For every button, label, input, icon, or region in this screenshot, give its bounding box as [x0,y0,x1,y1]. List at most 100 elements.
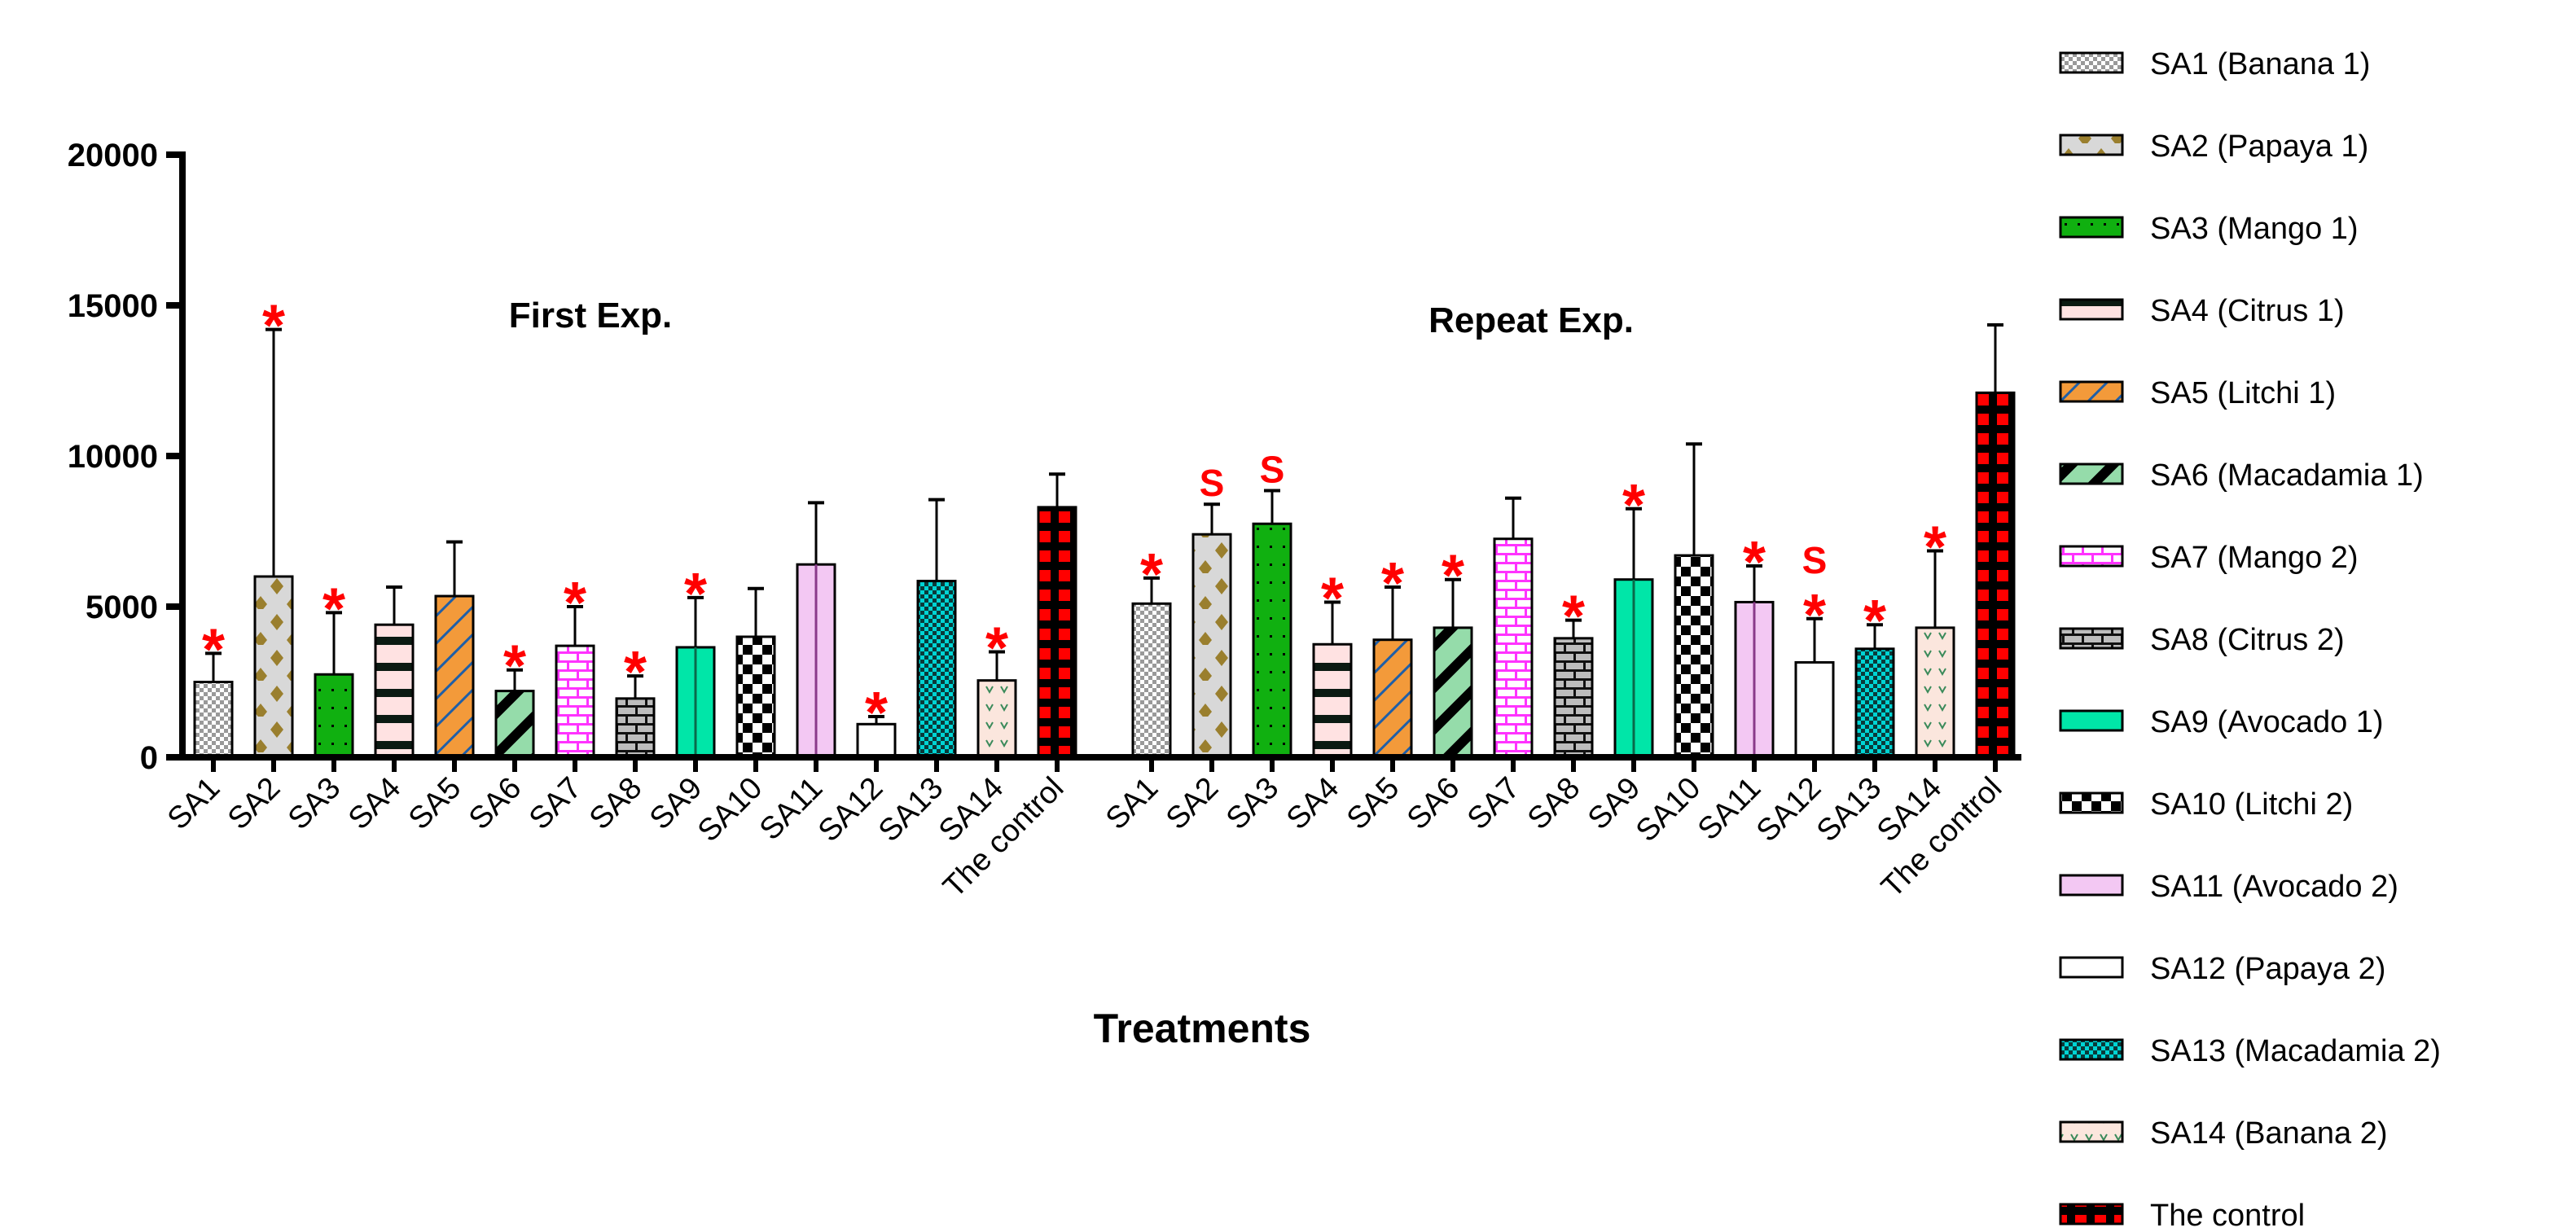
x-tick-label: SA7 [1461,771,1526,836]
legend-item: SA14 (Banana 2) [2059,1116,2388,1151]
legend-swatch [2059,216,2124,239]
legend-item: SA7 (Mango 2) [2059,541,2359,575]
bar-repeat-sa5 [1372,638,1413,759]
x-axis: SA1SA2SA3SA4SA5SA6SA7SA8SA9SA10SA11SA12S… [161,754,2021,905]
x-tick-label: SA12 [1750,771,1828,848]
significance-star: * [1140,542,1163,607]
legend-item: SA12 (Papaya 2) [2059,952,2385,986]
legend-swatch [2059,1120,2124,1143]
legend-item: SA5 (Litchi 1) [2059,376,2336,410]
legend-label: SA4 (Citrus 1) [2150,294,2345,328]
legend-swatch [2059,874,2124,897]
legend-label: SA13 (Macadamia 2) [2150,1034,2441,1068]
significance-s-label: S [1802,539,1828,581]
legend-label: SA5 (Litchi 1) [2150,376,2336,410]
y-tick-label: 10000 [68,439,158,475]
legend: SA1 (Banana 1) SA2 (Papaya 1) SA3 (Mango 1… [2059,47,2441,1232]
x-tick-label: SA1 [161,771,226,836]
legend-item: SA10 (Litchi 2) [2059,787,2353,822]
significance-star: * [564,571,586,636]
bar-repeat-sa4 [1312,642,1353,759]
bars: **********S S* * *****S** [193,294,2016,759]
bar-first-sa5 [434,594,475,759]
legend-swatch [2059,380,2124,403]
legend-swatch [2059,1203,2124,1225]
legend-label: SA1 (Banana 1) [2150,47,2370,81]
x-tick-label: SA1 [1099,771,1165,836]
legend-item: SA9 (Avocado 1) [2059,705,2384,739]
significance-star: * [1381,551,1404,616]
bar-first-sa1 [193,681,234,759]
bar-first-sa6 [494,690,535,759]
significance-star: * [1442,544,1464,609]
bar-first-sa8 [615,697,656,759]
bar-repeat-sa2 [1191,533,1232,759]
significance-star: * [865,681,888,746]
x-tick-label: SA5 [1341,771,1406,836]
legend-label: The control [2150,1199,2305,1232]
legend-label: SA6 (Macadamia 1) [2150,458,2424,493]
legend-swatch [2059,463,2124,485]
bar-repeat-sa13 [1854,647,1895,759]
group-label-first-exp: First Exp. [509,296,673,335]
y-axis: 0 5000 10000 15000 20000 [68,138,186,776]
legend-label: SA11 (Avocado 2) [2150,870,2398,904]
legend-swatch [2059,1038,2124,1061]
legend-swatch [2059,709,2124,732]
legend-swatch [2059,791,2124,814]
legend-label: SA9 (Avocado 1) [2150,705,2384,739]
legend-item: SA11 (Avocado 2) [2059,870,2398,904]
bar-repeat-sa3 [1252,522,1292,759]
legend-label: SA8 (Citrus 2) [2150,623,2345,657]
legend-swatch [2059,298,2124,321]
significance-star: * [1321,566,1344,631]
bar-first-sa13 [916,580,957,759]
bar-repeat-sa10 [1674,554,1714,759]
legend-item: The control [2059,1199,2305,1232]
x-tick-label: SA11 [1692,771,1767,847]
significance-star: * [202,617,225,682]
bar-first-sa2 [253,575,294,759]
x-tick-label: SA7 [523,771,588,836]
significance-star: * [1622,473,1645,538]
bar-first-sa14 [976,679,1017,759]
legend-item: SA13 (Macadamia 2) [2059,1034,2441,1068]
bar-first-the-control [1037,506,1077,759]
significance-star: * [1562,585,1585,650]
legend-item: SA8 (Citrus 2) [2059,623,2345,657]
x-tick-label: SA3 [1220,771,1285,836]
x-tick-label: SA10 [1630,771,1707,848]
x-tick-label: SA5 [402,771,467,836]
x-tick-label: SA13 [1810,771,1888,848]
bar-repeat-sa8 [1553,637,1594,759]
significance-star: * [262,294,285,359]
legend-label: SA3 (Mango 1) [2150,212,2359,246]
bar-repeat-sa7 [1493,537,1534,759]
x-tick-label: SA6 [463,771,528,836]
legend-swatch [2059,51,2124,74]
significance-s-label: S [1260,449,1285,491]
bar-first-sa3 [314,673,354,759]
significance-star: * [1743,530,1766,595]
legend-swatch [2059,134,2124,156]
legend-swatch [2059,545,2124,568]
legend-swatch [2059,956,2124,979]
legend-label: SA7 (Mango 2) [2150,541,2359,575]
bar-repeat-sa1 [1131,602,1172,759]
x-axis-label: Treatments [1094,1006,1311,1051]
significance-star: * [1863,589,1886,654]
significance-star: * [624,640,647,705]
significance-s-label: S [1200,462,1225,504]
y-tick-label: 0 [140,740,158,776]
legend-item: SA2 (Papaya 1) [2059,129,2368,164]
bar-first-sa10 [735,635,776,759]
significance-star: * [1924,515,1946,581]
y-tick-label: 15000 [68,288,158,324]
x-tick-label: SA10 [691,771,769,848]
x-tick-label: SA11 [753,771,829,847]
bar-repeat-sa12 [1794,660,1835,759]
legend-item: SA1 (Banana 1) [2059,47,2370,81]
x-tick-label: SA4 [1280,771,1345,836]
legend-label: SA2 (Papaya 1) [2150,129,2368,164]
